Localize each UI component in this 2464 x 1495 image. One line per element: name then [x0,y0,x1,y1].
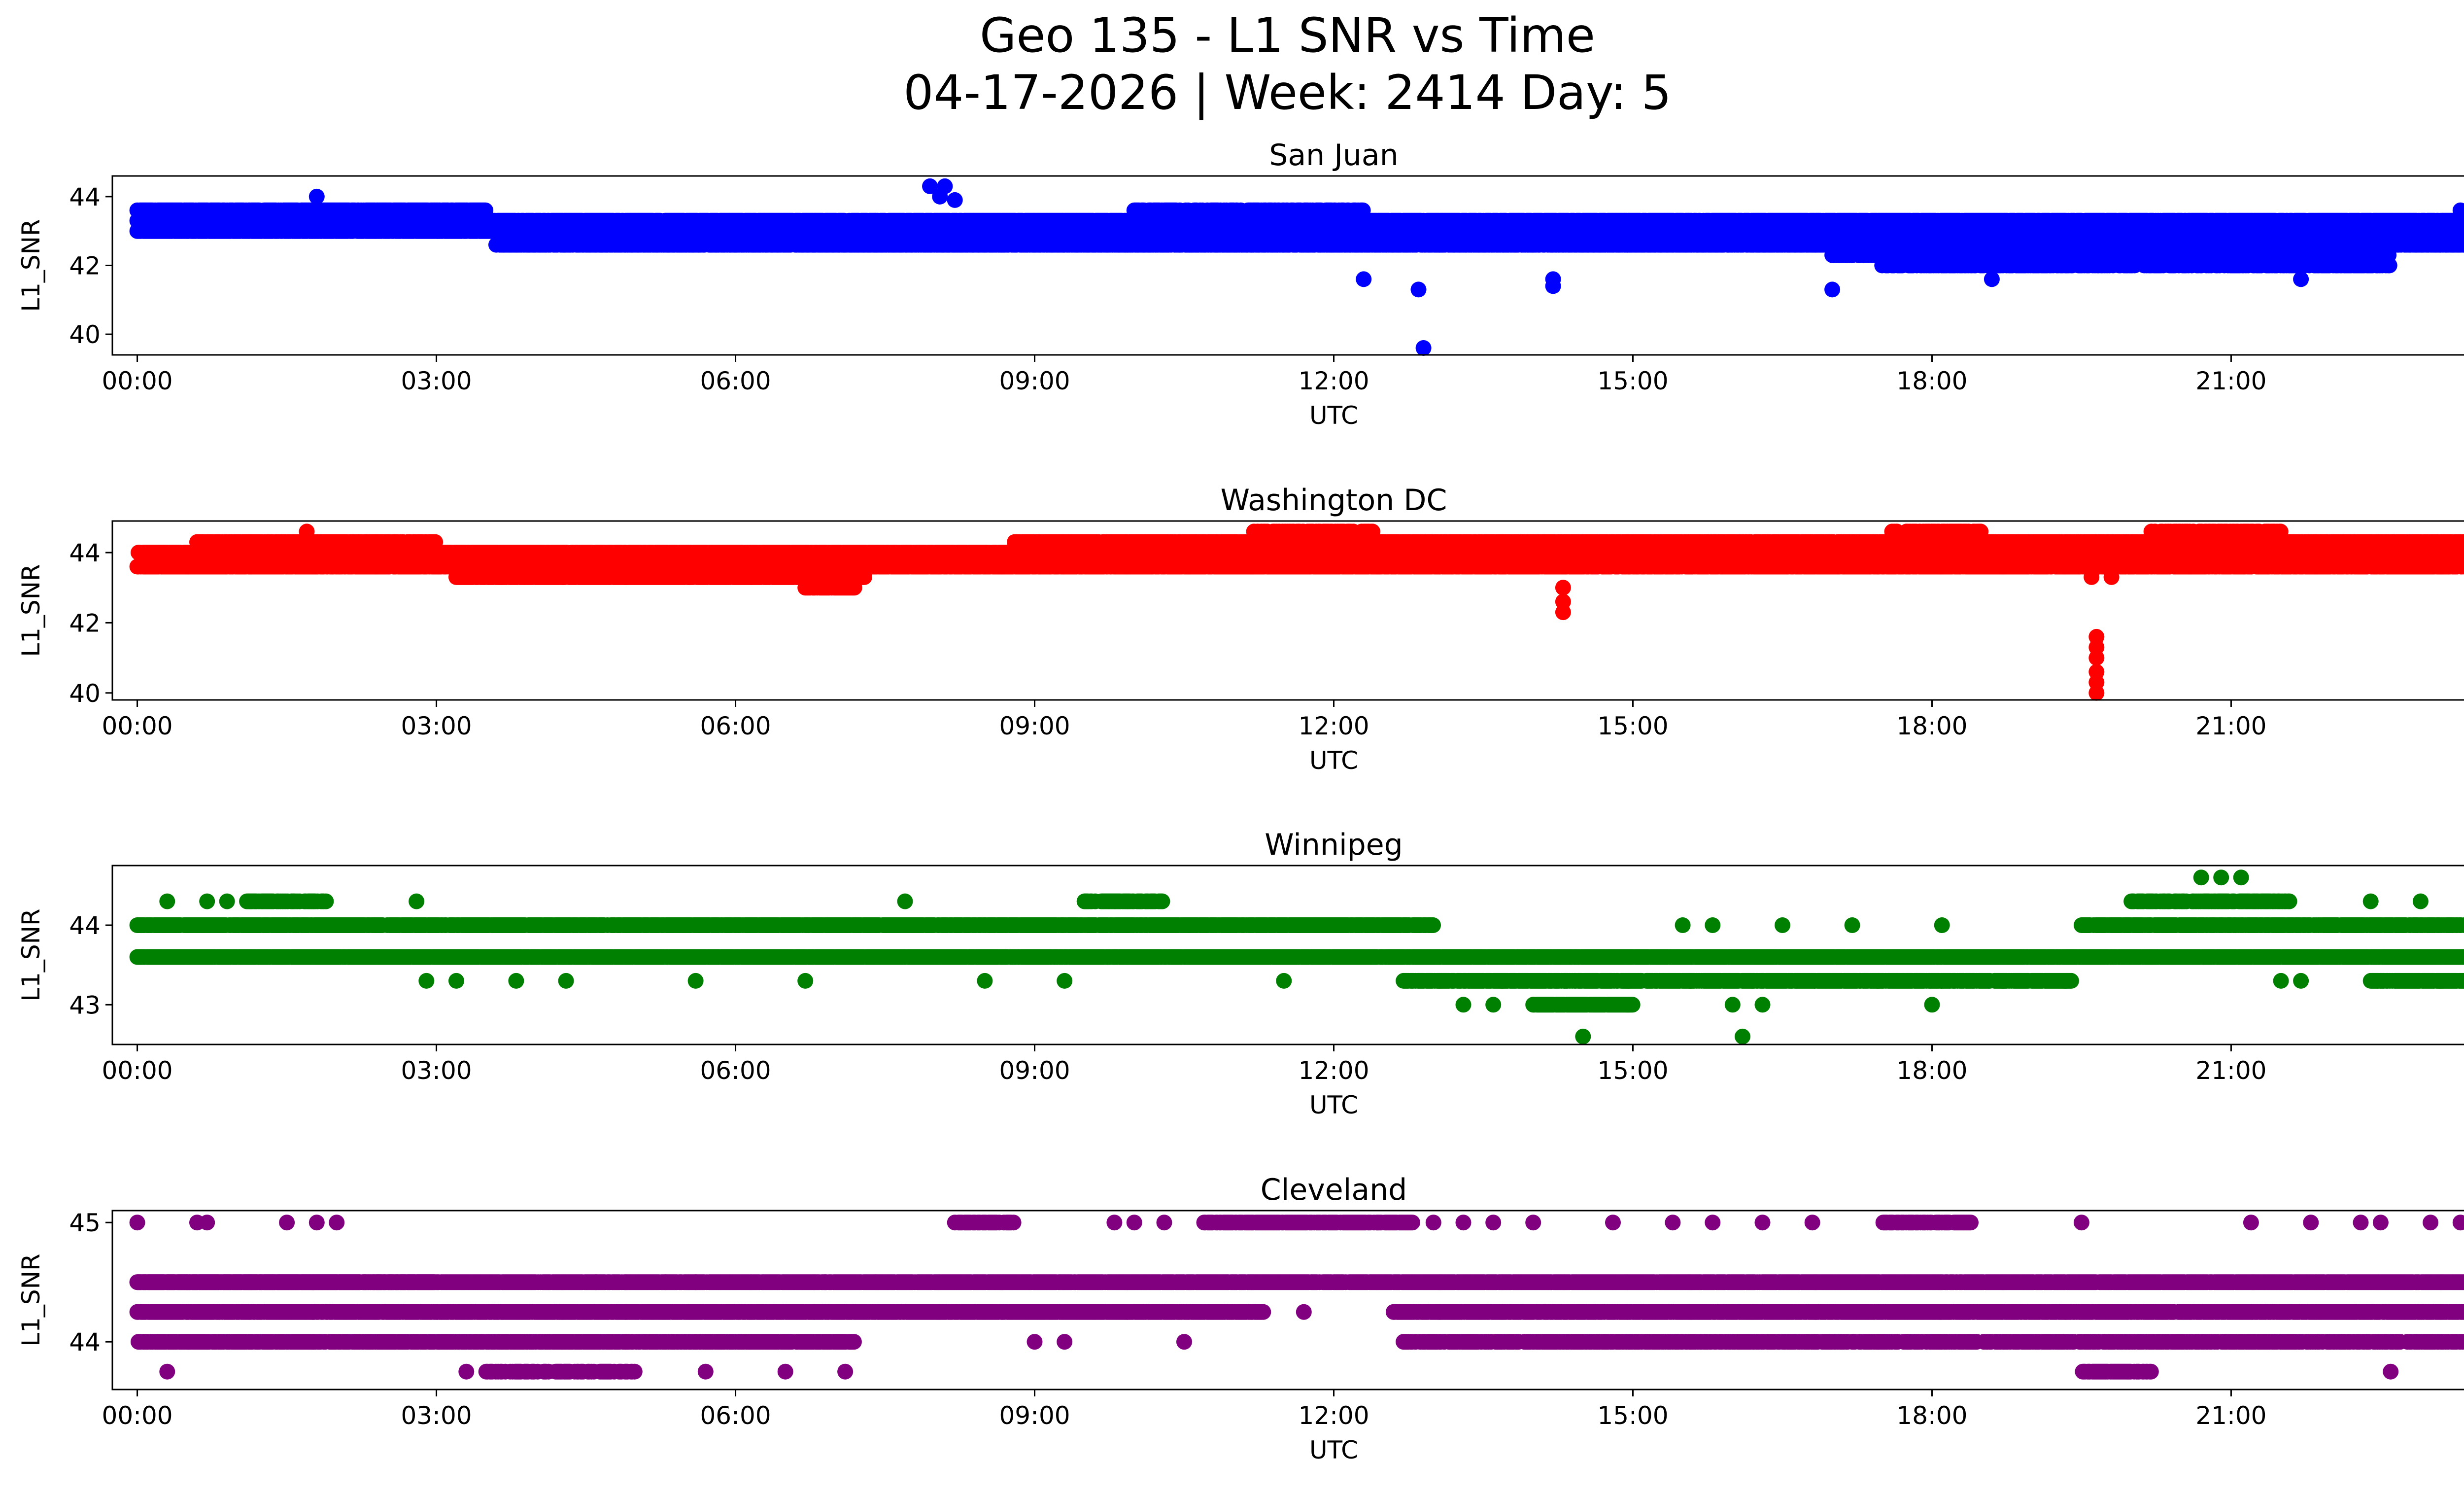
data-points [129,178,2464,356]
figure-title-line1: Geo 135 - L1 SNR vs Time [0,7,2464,64]
figure-title-line2: 04-17-2026 | Week: 2414 Day: 5 [0,64,2464,121]
subplot-title: San Juan [1269,138,1398,173]
figure-title: Geo 135 - L1 SNR vs Time 04-17-2026 | We… [0,7,2464,121]
